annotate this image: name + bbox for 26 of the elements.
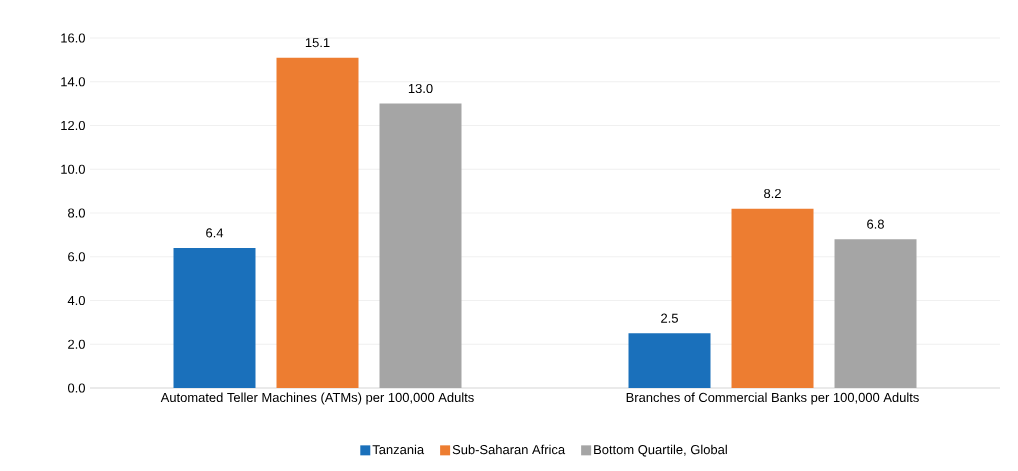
- bar: [834, 239, 917, 388]
- bar: [731, 208, 814, 388]
- y-tick-label: 0.0: [67, 383, 85, 393]
- y-tick-label: 6.0: [68, 252, 85, 262]
- y-tick-label: 12.0: [61, 120, 85, 131]
- bar: [276, 57, 359, 388]
- y-tick-label: 2.0: [68, 339, 85, 349]
- data-label: 6.4: [206, 228, 224, 238]
- x-tick-label: Branches of Commercial Banks per 100,000 Adults: [626, 392, 919, 405]
- y-tick-label: 4.0: [67, 295, 85, 306]
- bar: [628, 333, 711, 388]
- bar: [173, 248, 256, 388]
- legend-label: Sub-Saharan Africa: [452, 444, 566, 455]
- y-tick-label: 16.0: [61, 33, 85, 43]
- legend-label: Tanzania: [372, 444, 425, 455]
- data-label: 8.2: [764, 188, 781, 199]
- y-tick-label: 10.0: [61, 164, 85, 174]
- data-label: 2.5: [661, 313, 678, 323]
- data-label: 15.1: [305, 38, 330, 48]
- x-tick-label: Automated Teller Machines (ATMs) per 100,000 Adults: [160, 392, 474, 405]
- data-label: 13.0: [408, 83, 433, 94]
- data-label: 6.8: [867, 219, 884, 229]
- bar: [379, 103, 462, 388]
- legend-label: Bottom Quartile, Global: [594, 444, 727, 457]
- y-tick-label: 14.0: [61, 77, 85, 87]
- y-tick-label: 8.0: [68, 208, 85, 218]
